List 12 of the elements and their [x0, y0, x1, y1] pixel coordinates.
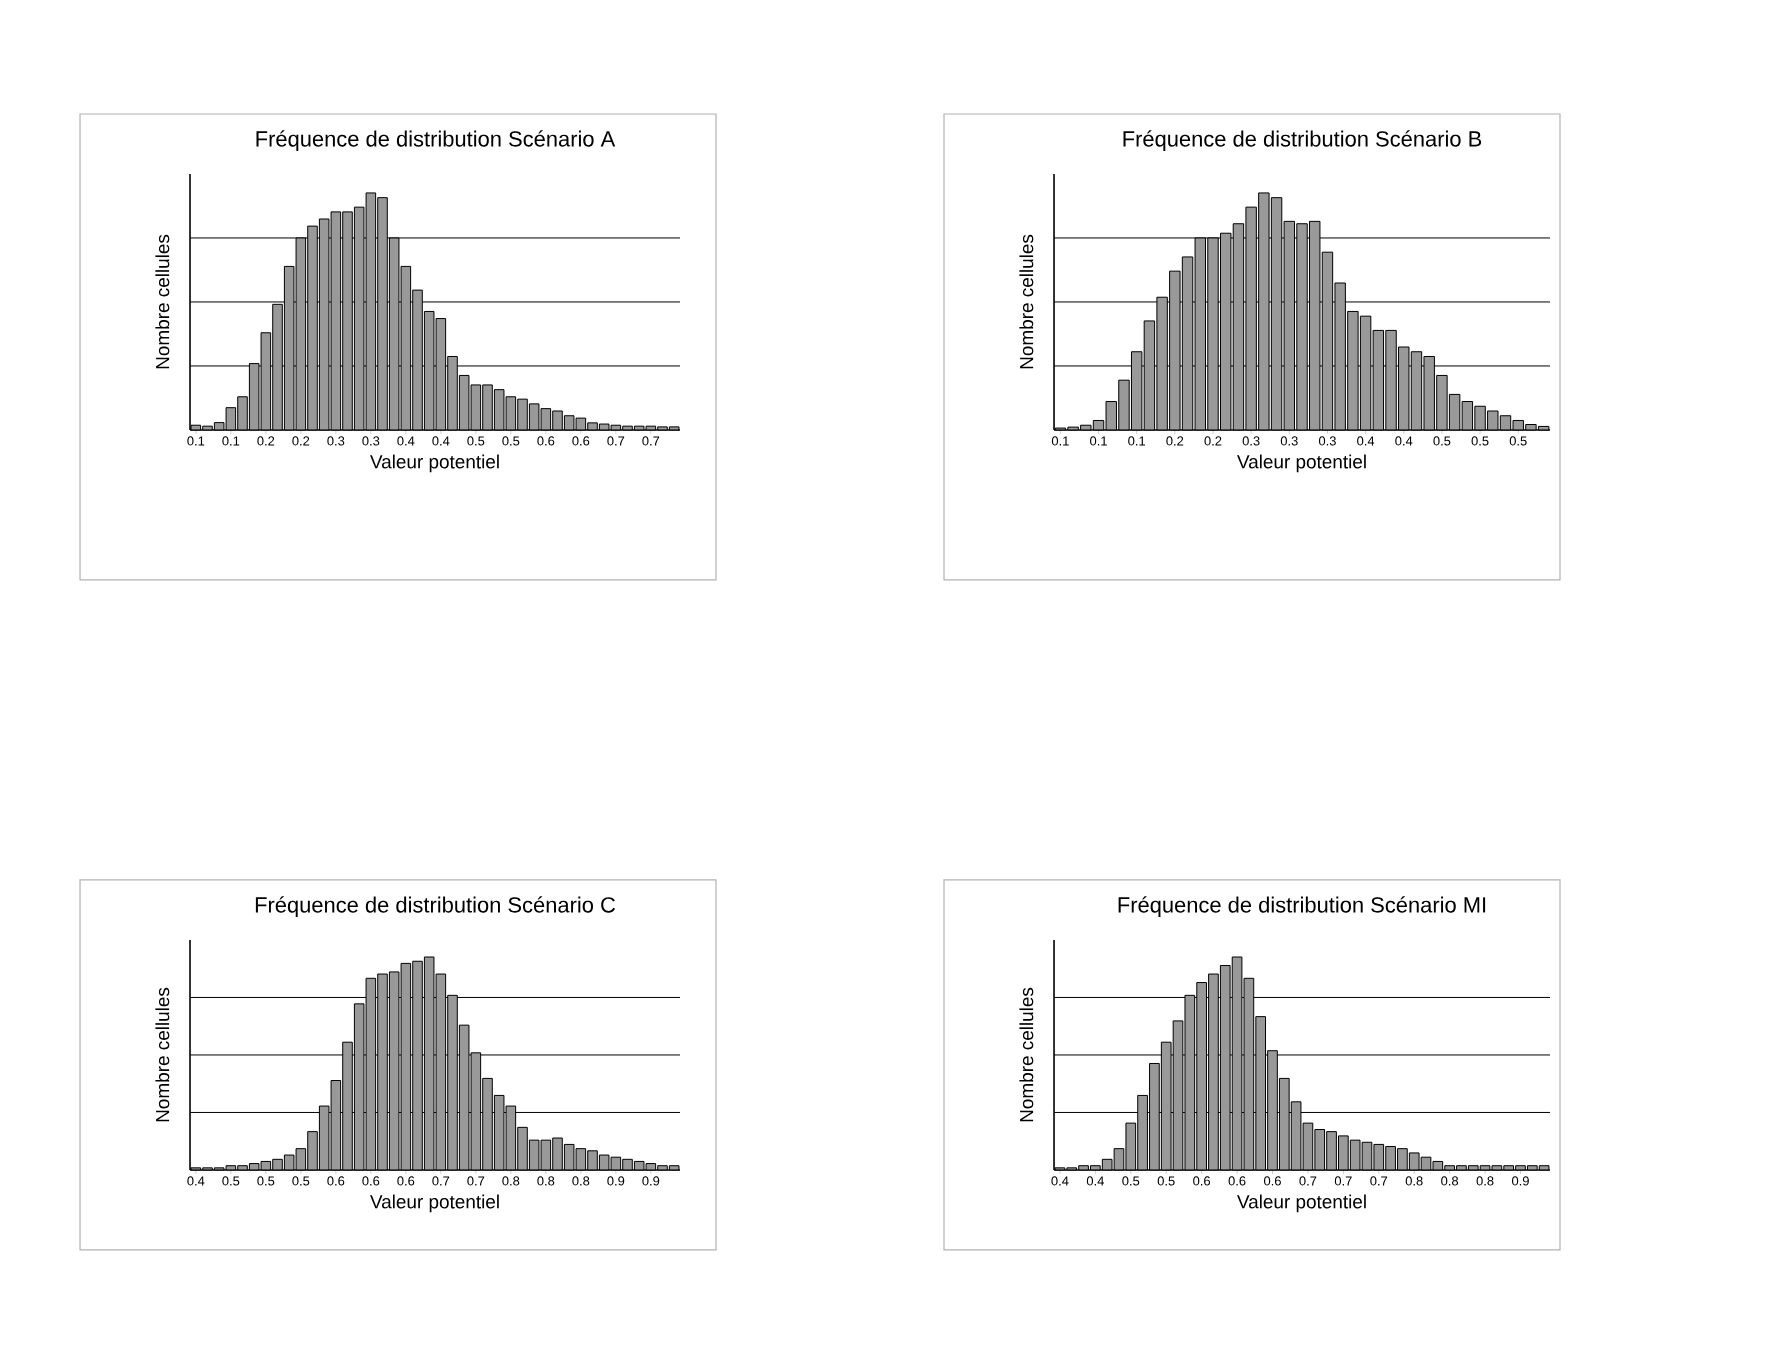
chart-title: Fréquence de distribution Scénario MI [1118, 896, 1486, 917]
y-axis-title: Nombre cellules [1019, 987, 1034, 1122]
y-axis-title: Nombre cellules [155, 234, 170, 369]
x-axis-title: Valeur potentiel [1237, 454, 1366, 473]
x-axis-title: Valeur potentiel [370, 454, 499, 473]
chart-title: Fréquence de distribution Scénario B [1123, 130, 1482, 151]
y-axis-title: Nombre cellules [1019, 234, 1034, 369]
x-axis-title: Valeur potentiel [370, 1194, 499, 1213]
y-axis-title: Nombre cellules [155, 987, 170, 1122]
chart-title: Fréquence de distribution Scénario A [256, 130, 616, 151]
x-axis-title: Valeur potentiel [1237, 1194, 1366, 1213]
chart-title: Fréquence de distribution Scénario C [255, 896, 616, 917]
